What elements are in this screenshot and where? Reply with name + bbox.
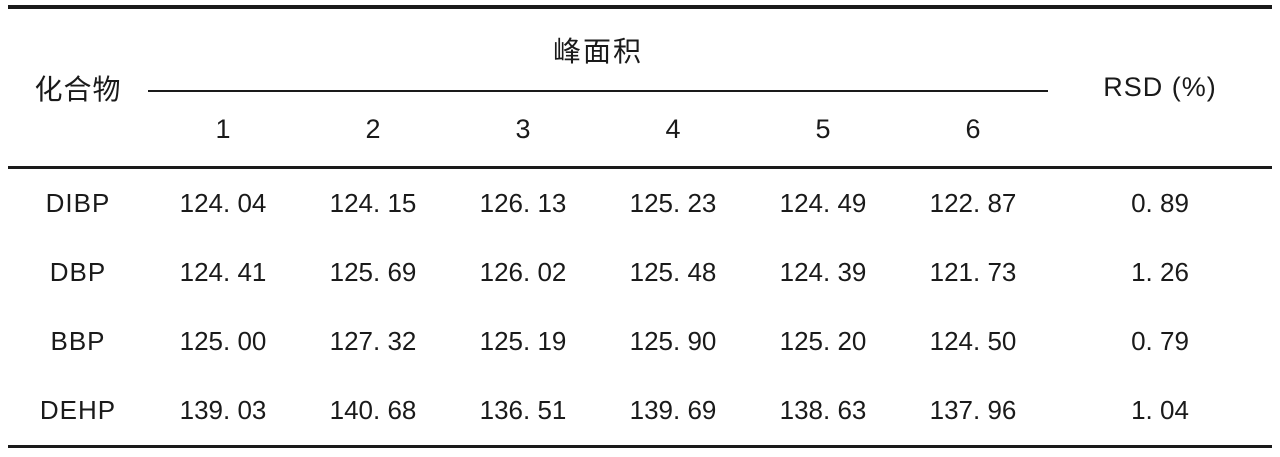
compound-cell: DBP (49, 257, 107, 287)
value-cell: 124. 04 (179, 188, 267, 218)
value-cell: 139. 03 (179, 395, 267, 425)
table-row-dibp: DIBP 124. 04 124. 15 126. 13 125. 23 124… (8, 168, 1272, 239)
rsd-cell: 1. 26 (1131, 257, 1189, 287)
header-row-group: 化合物 峰面积 RSD (%) (8, 7, 1272, 105)
header-row-runs: 1 2 3 4 5 6 (8, 91, 1272, 168)
peak-area-group-header: 峰面积 (148, 7, 1049, 92)
value-cell: 124. 41 (179, 257, 267, 287)
rsd-cell: 0. 89 (1131, 188, 1189, 218)
value-cell: 122. 87 (929, 188, 1017, 218)
value-cell: 124. 49 (779, 188, 867, 218)
rsd-column-header: RSD (%) (1103, 72, 1217, 102)
table-row-dbp: DBP 124. 41 125. 69 126. 02 125. 48 124.… (8, 238, 1272, 307)
table-header: 化合物 峰面积 RSD (%) 1 2 3 4 5 6 (8, 7, 1273, 168)
run-header-4: 4 (665, 113, 681, 144)
value-cell: 125. 90 (629, 326, 717, 356)
value-cell: 126. 13 (479, 188, 567, 218)
value-cell: 139. 69 (629, 395, 717, 425)
value-cell: 137. 96 (929, 395, 1017, 425)
compound-cell: DIBP (45, 188, 111, 218)
value-cell: 125. 48 (629, 257, 717, 287)
table-body: DIBP 124. 04 124. 15 126. 13 125. 23 124… (8, 168, 1272, 447)
value-cell: 125. 69 (329, 257, 417, 287)
compound-cell: DEHP (39, 395, 117, 425)
value-cell: 124. 39 (779, 257, 867, 287)
value-cell: 124. 50 (929, 326, 1017, 356)
value-cell: 121. 73 (929, 257, 1017, 287)
value-cell: 125. 23 (629, 188, 717, 218)
value-cell: 138. 63 (779, 395, 867, 425)
table-row-dehp: DEHP 139. 03 140. 68 136. 51 139. 69 138… (8, 376, 1272, 447)
value-cell: 136. 51 (479, 395, 567, 425)
value-cell: 140. 68 (329, 395, 417, 425)
run-header-2: 2 (365, 113, 381, 144)
run-header-6: 6 (965, 113, 981, 144)
value-cell: 125. 20 (779, 326, 867, 356)
value-cell: 124. 15 (329, 188, 417, 218)
table-row-bbp: BBP 125. 00 127. 32 125. 19 125. 90 125.… (8, 307, 1272, 376)
rsd-cell: 0. 79 (1131, 326, 1189, 356)
rsd-cell: 1. 04 (1131, 395, 1189, 425)
compound-column-header: 化合物 (34, 73, 122, 105)
value-cell: 127. 32 (329, 326, 417, 356)
run-header-3: 3 (515, 113, 531, 144)
value-cell: 125. 19 (479, 326, 567, 356)
run-header-1: 1 (215, 113, 231, 144)
compound-cell: BBP (50, 326, 106, 356)
value-cell: 125. 00 (179, 326, 267, 356)
run-header-5: 5 (815, 113, 831, 144)
value-cell: 126. 02 (479, 257, 567, 287)
peak-area-rsd-table: 化合物 峰面积 RSD (%) 1 2 3 4 5 6 DIBP 124. 04… (8, 5, 1273, 448)
